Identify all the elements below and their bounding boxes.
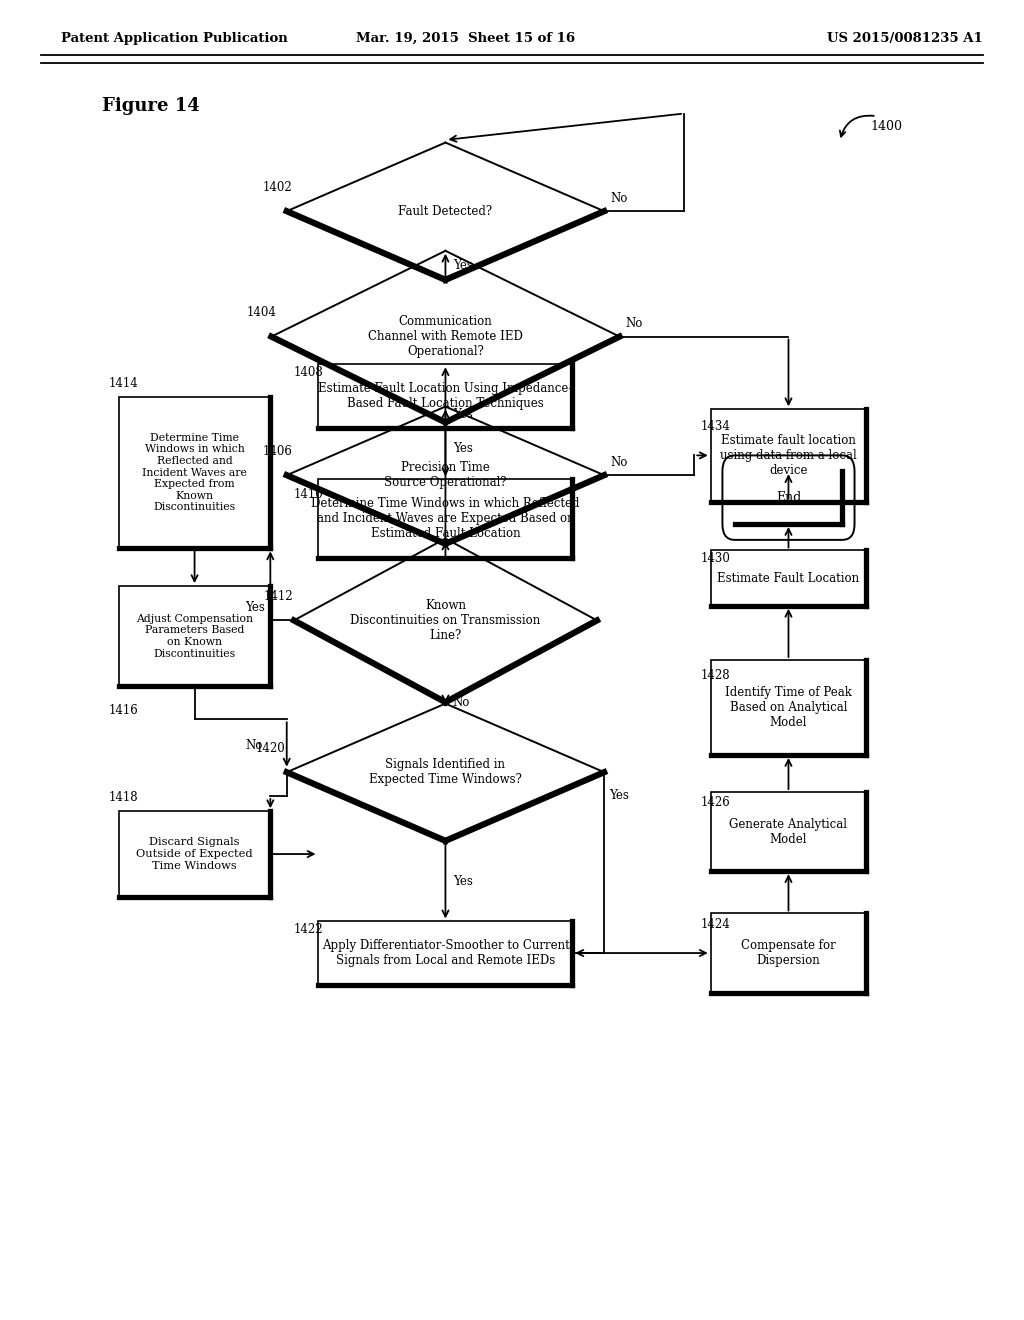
Text: Estimate fault location
using data from a local
device: Estimate fault location using data from … [720,434,857,477]
Text: Yes: Yes [609,789,629,803]
Text: Adjust Compensation
Parameters Based
on Known
Discontinuities: Adjust Compensation Parameters Based on … [136,614,253,659]
Text: 1424: 1424 [700,917,730,931]
Text: Yes: Yes [245,601,264,614]
Text: 1418: 1418 [109,792,138,804]
Text: No: No [626,317,643,330]
Text: 1428: 1428 [700,669,730,682]
Text: 1408: 1408 [294,366,324,379]
Bar [711,550,866,606]
Polygon shape [294,539,597,702]
Bar [318,921,572,985]
Text: Estimate Fault Location Using Impedance-
Based Fault Location Techniques: Estimate Fault Location Using Impedance-… [318,381,572,411]
Text: No: No [610,191,628,205]
Text: Communication
Channel with Remote IED
Operational?: Communication Channel with Remote IED Op… [368,315,523,358]
Text: 1414: 1414 [109,378,138,389]
Text: 1406: 1406 [262,445,292,458]
Bar [119,810,270,898]
Text: Determine Time
Windows in which
Reflected and
Incident Waves are
Expected from
K: Determine Time Windows in which Reflecte… [142,433,247,512]
Text: US 2015/0081235 A1: US 2015/0081235 A1 [827,32,983,45]
Text: Apply Differentiator-Smoother to Current
Signals from Local and Remote IEDs: Apply Differentiator-Smoother to Current… [322,939,569,968]
Text: Identify Time of Peak
Based on Analytical
Model: Identify Time of Peak Based on Analytica… [725,686,852,729]
Polygon shape [287,407,604,544]
Text: No: No [453,697,470,709]
Text: 1416: 1416 [109,704,138,717]
Bar [318,479,572,558]
Text: Figure 14: Figure 14 [102,96,200,115]
Text: No: No [246,739,263,752]
Bar [119,396,270,549]
Text: Yes: Yes [453,408,472,421]
Text: Generate Analytical
Model: Generate Analytical Model [729,817,848,846]
Text: End: End [776,491,801,504]
Text: 1412: 1412 [263,590,293,603]
Text: Discard Signals
Outside of Expected
Time Windows: Discard Signals Outside of Expected Time… [136,837,253,871]
Text: 1402: 1402 [262,181,292,194]
Bar [119,586,270,686]
Text: 1430: 1430 [700,552,730,565]
Bar [711,792,866,871]
Text: Determine Time Windows in which Reflected
and Incident Waves are Expected Based : Determine Time Windows in which Reflecte… [311,498,580,540]
Text: Yes: Yes [453,259,472,272]
Text: 1400: 1400 [870,120,902,133]
Text: 1434: 1434 [700,420,730,433]
Bar [711,913,866,993]
Bar [711,409,866,502]
Text: Estimate Fault Location: Estimate Fault Location [718,572,859,585]
Text: 1404: 1404 [247,306,276,319]
Text: Precision Time
Source Operational?: Precision Time Source Operational? [384,461,507,490]
Bar [318,364,572,428]
Text: Compensate for
Dispersion: Compensate for Dispersion [741,939,836,968]
Polygon shape [271,251,620,422]
Text: Mar. 19, 2015  Sheet 15 of 16: Mar. 19, 2015 Sheet 15 of 16 [356,32,575,45]
Text: Fault Detected?: Fault Detected? [398,205,493,218]
Bar [711,660,866,755]
Text: Known
Discontinuities on Transmission
Line?: Known Discontinuities on Transmission Li… [350,599,541,642]
Text: Signals Identified in
Expected Time Windows?: Signals Identified in Expected Time Wind… [369,758,522,787]
Text: Yes: Yes [453,442,472,455]
FancyBboxPatch shape [723,455,854,540]
Text: 1426: 1426 [700,796,730,809]
Text: 1420: 1420 [256,742,286,755]
Text: No: No [610,455,628,469]
Polygon shape [287,143,604,280]
Text: 1422: 1422 [294,923,324,936]
Text: Yes: Yes [453,875,472,887]
Polygon shape [287,704,604,841]
Text: 1410: 1410 [294,488,324,502]
Text: Patent Application Publication: Patent Application Publication [61,32,288,45]
